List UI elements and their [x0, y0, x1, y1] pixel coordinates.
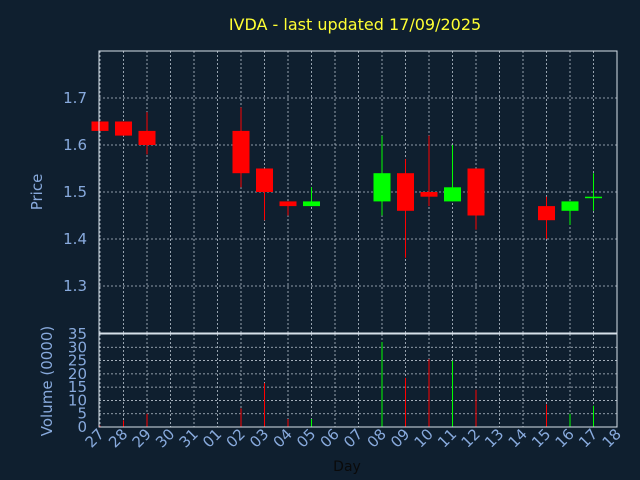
x-tick-label: 03: [246, 425, 272, 451]
x-tick-label: 18: [599, 425, 625, 451]
price-panel: 1.3 1.4 1.5 1.6 1.7: [63, 50, 618, 334]
volume-tick-label: 20: [68, 365, 87, 383]
x-tick-label: 17: [575, 425, 601, 451]
x-tick-label: 30: [152, 425, 178, 451]
x-tick-label: 11: [434, 425, 460, 451]
x-tick-label: 28: [105, 425, 131, 451]
volume-frame: [98, 333, 618, 428]
x-tick-label: 31: [176, 425, 202, 451]
x-tick-label: 14: [505, 425, 531, 451]
x-tick-label: 02: [223, 425, 249, 451]
candle-body: [115, 121, 132, 136]
price-tick-label: 1.3: [63, 277, 87, 295]
candle-body: [397, 173, 414, 211]
x-tick-label: 09: [387, 425, 413, 451]
x-tick-label: 12: [458, 425, 484, 451]
x-tick-label: 08: [364, 425, 390, 451]
price-axis-label: Price: [28, 174, 46, 211]
candle-body: [585, 196, 602, 199]
candle-body: [138, 130, 156, 145]
chart-title: IVDA - last updated 17/09/2025: [229, 15, 481, 34]
volume-tick-label: 0: [77, 418, 87, 436]
x-tick-label: 01: [199, 425, 225, 451]
x-tick-label: 10: [411, 425, 437, 451]
candle-body: [373, 173, 391, 202]
x-tick-label: 15: [528, 425, 554, 451]
volume-tick-label: 25: [68, 352, 87, 370]
x-tick-label: 16: [552, 425, 578, 451]
x-tick-label: 07: [340, 425, 366, 451]
candle-body: [538, 206, 555, 221]
price-frame: [98, 50, 618, 334]
candle-body: [420, 192, 438, 197]
volume-axis-label: Volume (0000): [38, 326, 56, 436]
price-tick-label: 1.4: [63, 230, 87, 248]
candle-body: [256, 168, 273, 192]
volume-tick-label: 35: [68, 325, 87, 343]
volume-tick-label: 30: [68, 338, 87, 356]
x-tick-label: 06: [317, 425, 343, 451]
x-axis-label: Day: [333, 459, 361, 475]
volume-tick-label: 5: [77, 405, 87, 423]
candle-body: [467, 168, 485, 216]
candle-body: [232, 130, 250, 174]
candle-body: [444, 187, 461, 202]
candle-body: [561, 201, 579, 211]
volume-tick-label: 10: [68, 391, 87, 409]
price-tick-label: 1.6: [63, 136, 87, 154]
x-tick-labels: 2728293031010203040506070809101112131415…: [82, 425, 625, 451]
candle-body: [303, 201, 320, 207]
price-tick-label: 1.7: [63, 89, 87, 107]
x-tick-label: 29: [129, 425, 155, 451]
volume-tick-label: 15: [68, 378, 87, 396]
candle-body: [91, 121, 109, 131]
price-tick-label: 1.5: [63, 183, 87, 201]
x-tick-label: 13: [481, 425, 507, 451]
x-tick-label: 05: [293, 425, 319, 451]
x-tick-label: 04: [270, 425, 296, 451]
candle-body: [279, 201, 297, 207]
